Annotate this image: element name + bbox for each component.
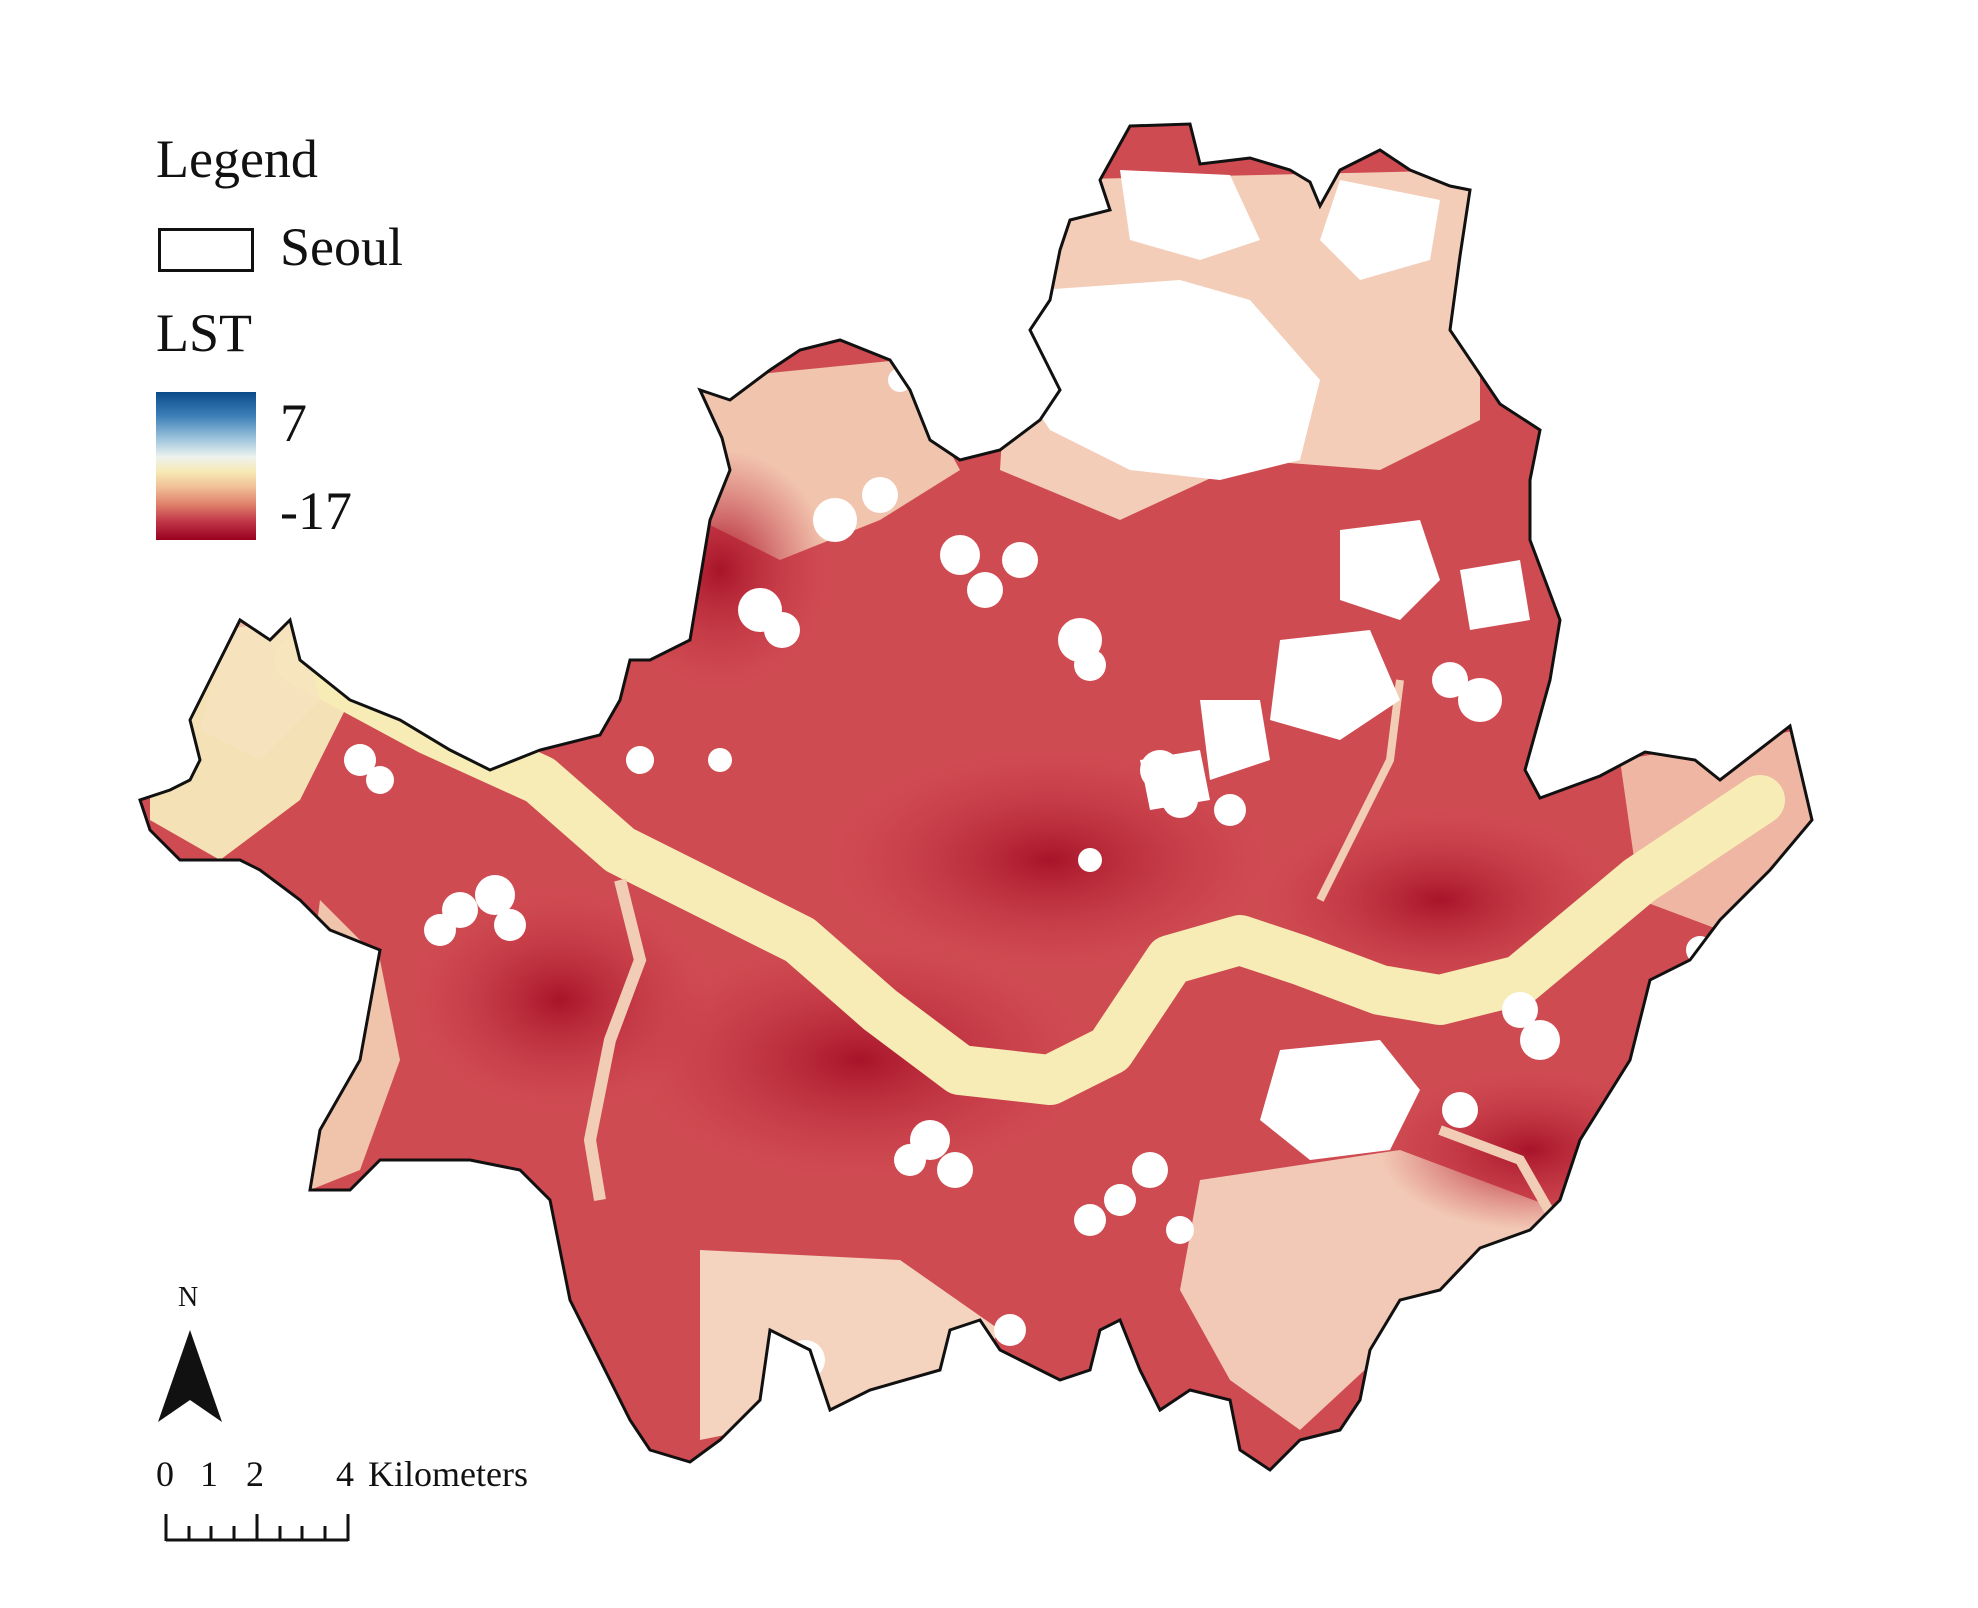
seoul-boundary-swatch [158, 228, 254, 272]
lst-hot-core [630, 940, 1090, 1180]
seoul-boundary [138, 122, 1814, 1472]
seoul-boundary-label: Seoul [280, 217, 404, 277]
scale-tick-label: 4 [336, 1454, 354, 1494]
lst-legend-title: LST [156, 303, 253, 363]
scale-tick-label: 2 [246, 1454, 264, 1494]
north-arrow-icon [158, 1330, 222, 1422]
lst-hot-core [1380, 1070, 1680, 1230]
lst-raster [140, 124, 1812, 1470]
cloud-mask [344, 170, 1714, 1380]
han-river [275, 635, 1785, 1105]
lst-color-ramp [156, 392, 256, 540]
lst-hot-core [610, 450, 830, 690]
scale-bar [164, 1514, 350, 1542]
lst-ramp-min-label: -17 [280, 481, 352, 541]
north-label: N [178, 1282, 199, 1313]
legend-title: Legend [156, 129, 318, 189]
scale-tick-label: 1 [200, 1454, 218, 1494]
lst-ramp-max-label: 7 [280, 393, 307, 453]
stream [1316, 679, 1404, 902]
stream [583, 878, 647, 1201]
lst-cool-haze [200, 620, 320, 760]
scale-unit-label: Kilometers [368, 1454, 528, 1494]
scale-tick-label: 0 [156, 1454, 174, 1494]
